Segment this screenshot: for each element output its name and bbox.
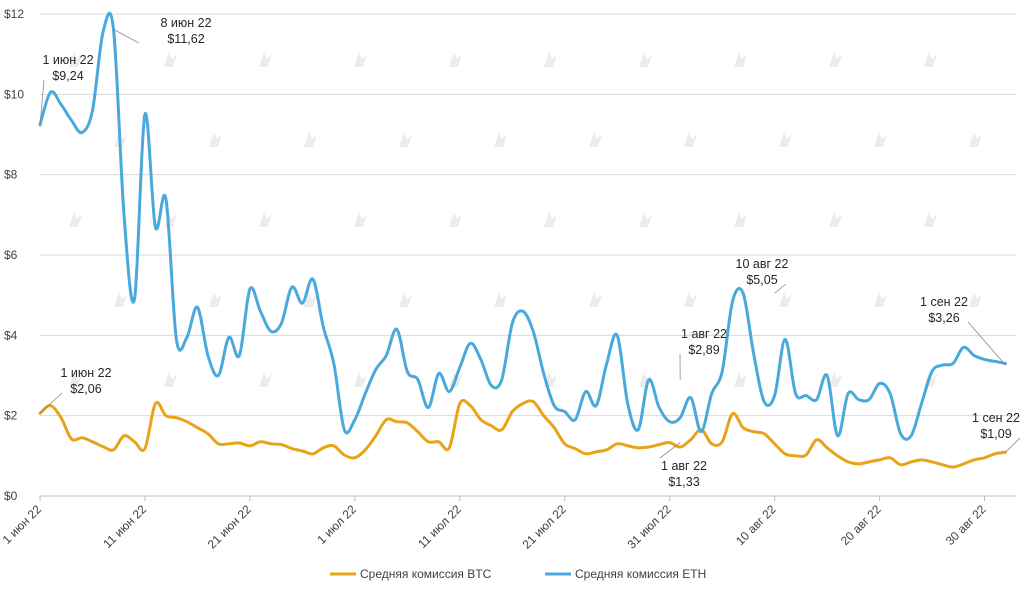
watermark-logo-icon xyxy=(259,212,272,227)
series-line-eth xyxy=(38,11,1007,441)
y-tick-label: $2 xyxy=(4,409,18,423)
annotation-date: 1 июн 22 xyxy=(42,53,93,67)
watermark-logo-icon xyxy=(924,52,937,67)
x-tick-label: 11 июн 22 xyxy=(100,502,149,551)
watermark-logo-icon xyxy=(304,132,317,147)
annotation-leader xyxy=(113,28,140,44)
watermark-logo-icon xyxy=(734,212,747,227)
watermark-logo-icon xyxy=(304,292,317,307)
watermark-logo-icon xyxy=(259,372,272,387)
x-tick-label: 21 июн 22 xyxy=(205,502,255,552)
watermark-logo-icon xyxy=(544,212,557,227)
watermark-logo-icon xyxy=(69,372,82,387)
annotation-date: 8 июн 22 xyxy=(160,16,211,30)
watermark-logo-icon xyxy=(969,292,982,307)
watermark-logo-icon xyxy=(354,52,367,67)
watermark-logo-icon xyxy=(779,132,792,147)
annotation-leader xyxy=(659,442,681,459)
x-tick-label: 31 июл 22 xyxy=(624,502,674,552)
watermark-layer xyxy=(69,52,982,387)
legend-label: Средняя комиссия BTC xyxy=(360,567,492,581)
x-tick-label: 1 июн 22 xyxy=(0,502,44,547)
annotation-date: 1 авг 22 xyxy=(681,327,727,341)
annotation-date: 1 июн 22 xyxy=(60,366,111,380)
watermark-logo-icon xyxy=(114,292,127,307)
watermark-logo-icon xyxy=(734,372,747,387)
y-tick-label: $8 xyxy=(4,168,18,182)
annotation-value: $2,06 xyxy=(70,382,101,396)
watermark-logo-icon xyxy=(69,212,82,227)
annotation-date: 1 авг 22 xyxy=(661,459,707,473)
watermark-logo-icon xyxy=(969,132,982,147)
watermark-logo-icon xyxy=(354,372,367,387)
annotation-leader xyxy=(967,321,1006,366)
y-tick-label: $4 xyxy=(4,328,18,342)
watermark-logo-icon xyxy=(544,52,557,67)
series-layer xyxy=(38,11,1007,469)
legend: Средняя комиссия BTC Средняя комиссия ETH xyxy=(330,567,706,581)
watermark-logo-icon xyxy=(639,52,652,67)
watermark-logo-icon xyxy=(874,292,887,307)
watermark-logo-icon xyxy=(779,292,792,307)
x-tick-label: 21 июл 22 xyxy=(519,502,569,552)
y-tick-label: $0 xyxy=(4,489,18,503)
legend-label: Средняя комиссия ETH xyxy=(575,567,706,581)
watermark-logo-icon xyxy=(734,52,747,67)
watermark-logo-icon xyxy=(829,372,842,387)
watermark-logo-icon xyxy=(399,292,412,307)
annotation-date: 1 сен 22 xyxy=(972,411,1020,425)
annotation-value: $9,24 xyxy=(52,69,83,83)
x-tick-label: 10 авг 22 xyxy=(733,502,779,548)
watermark-logo-icon xyxy=(164,52,177,67)
watermark-logo-icon xyxy=(164,372,177,387)
watermark-logo-icon xyxy=(449,212,462,227)
annotation-leader xyxy=(39,79,45,125)
watermark-logo-icon xyxy=(259,52,272,67)
watermark-logo-icon xyxy=(684,132,697,147)
annotation-value: $1,33 xyxy=(668,475,699,489)
x-tick-label: 20 авг 22 xyxy=(838,502,884,548)
watermark-logo-icon xyxy=(494,292,507,307)
y-tick-label: $10 xyxy=(4,87,24,101)
y-tick-label: $12 xyxy=(4,7,24,21)
watermark-logo-icon xyxy=(494,132,507,147)
series-line-btc xyxy=(38,398,1007,469)
x-tick-label: 11 июл 22 xyxy=(415,502,464,551)
watermark-logo-icon xyxy=(639,212,652,227)
watermark-logo-icon xyxy=(354,212,367,227)
annotation-value: $2,89 xyxy=(688,343,719,357)
y-tick-label: $6 xyxy=(4,248,18,262)
watermark-logo-icon xyxy=(589,132,602,147)
watermark-logo-icon xyxy=(69,52,82,67)
annotation-date: 10 авг 22 xyxy=(736,257,789,271)
annotation-leader xyxy=(774,283,787,294)
watermark-logo-icon xyxy=(209,132,222,147)
watermark-logo-icon xyxy=(399,132,412,147)
annotation-value: $3,26 xyxy=(928,311,959,325)
watermark-logo-icon xyxy=(874,132,887,147)
annotation-layer: 1 июн 22 $9,24 8 июн 22 $11,62 1 авг 22 $2,89… xyxy=(39,16,1021,489)
watermark-logo-icon xyxy=(209,292,222,307)
watermark-logo-icon xyxy=(829,212,842,227)
annotation-leader xyxy=(39,392,63,414)
annotation-date: 1 сен 22 xyxy=(920,295,968,309)
annotation-value: $1,09 xyxy=(980,427,1011,441)
watermark-logo-icon xyxy=(164,212,177,227)
annotation-leader xyxy=(1005,437,1021,453)
watermark-logo-icon xyxy=(684,292,697,307)
watermark-logo-icon xyxy=(449,52,462,67)
annotation-value: $5,05 xyxy=(746,273,777,287)
grid-layer: $0 $2 $4 $6 $8 $10 $12 1 июн 22 11 июн 22 21 июн … xyxy=(0,7,1016,552)
annotation-value: $11,62 xyxy=(167,32,204,46)
x-tick-label: 1 июл 22 xyxy=(314,502,359,547)
watermark-logo-icon xyxy=(829,52,842,67)
watermark-logo-icon xyxy=(589,292,602,307)
watermark-logo-icon xyxy=(924,212,937,227)
x-tick-label: 30 авг 22 xyxy=(943,502,989,548)
